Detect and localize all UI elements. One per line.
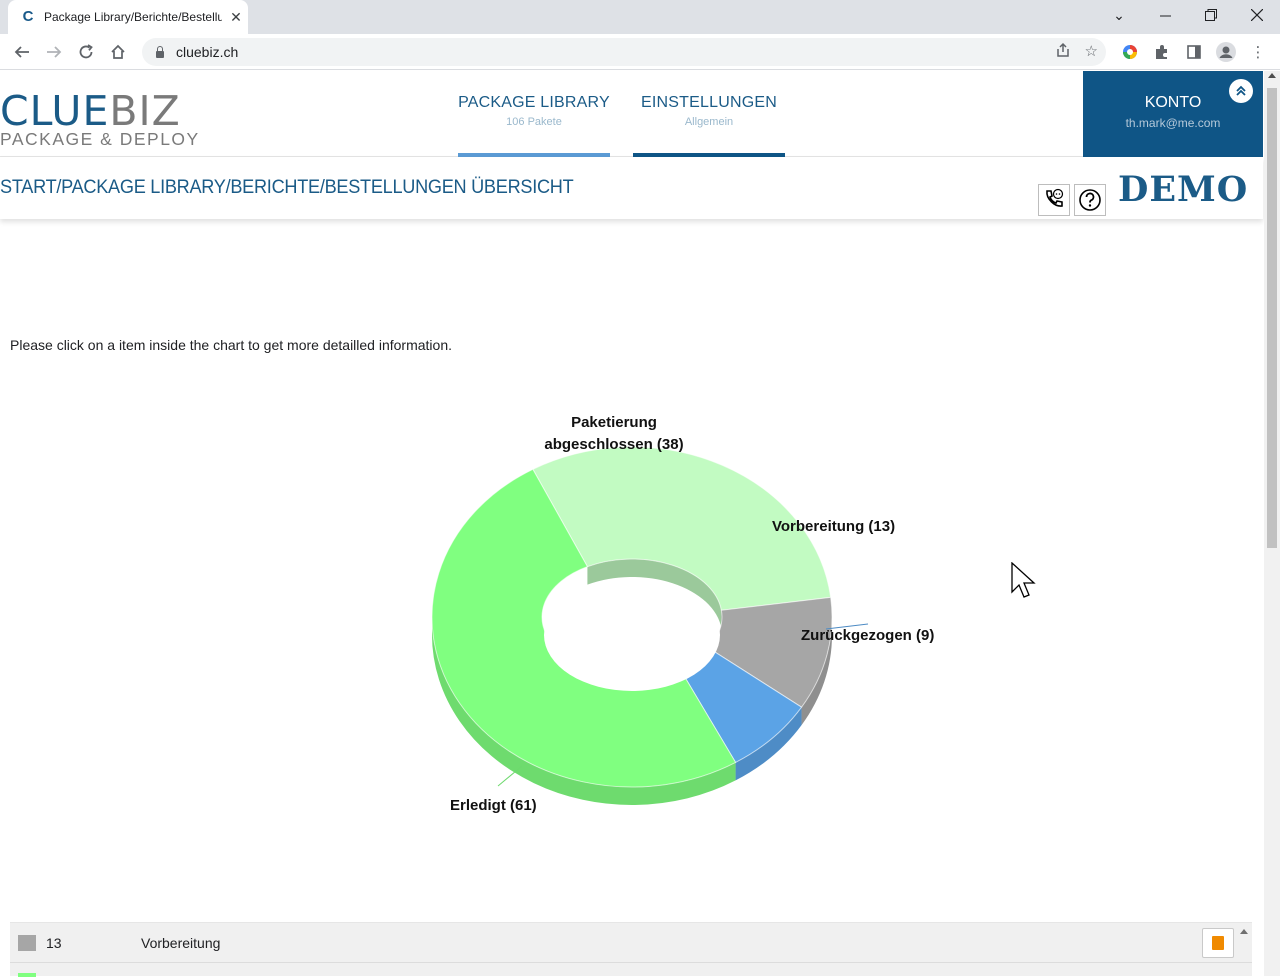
logo-text-clue: CLUE bbox=[0, 87, 110, 135]
nav-einstellungen-label: EINSTELLUNGEN bbox=[641, 94, 777, 111]
page-scrollbar[interactable] bbox=[1264, 71, 1280, 976]
chart-slice-side bbox=[735, 707, 802, 781]
logo-subtitle: PACKAGE & DEPLOY bbox=[0, 129, 200, 149]
help-question-icon[interactable] bbox=[1074, 184, 1106, 216]
address-bar[interactable]: cluebiz.ch ☆ bbox=[142, 38, 1106, 66]
nav-package-library-indicator bbox=[458, 153, 610, 157]
scroll-thumb[interactable] bbox=[1267, 88, 1277, 548]
chart-instruction: Please click on a item inside the chart … bbox=[10, 337, 453, 353]
minimize-icon[interactable] bbox=[1142, 0, 1188, 30]
konto-panel[interactable]: KONTO th.mark@me.com bbox=[1083, 71, 1263, 157]
scroll-up-arrow-icon[interactable] bbox=[1268, 73, 1276, 78]
chart-slice-inner-wall bbox=[587, 559, 722, 629]
phone-support-icon[interactable] bbox=[1038, 184, 1070, 216]
nav-package-library-count: 106 Pakete bbox=[506, 116, 562, 128]
breadcrumb[interactable]: START/PACKAGE LIBRARY/BERICHTE/BESTELLUN… bbox=[0, 176, 574, 198]
tab-close-icon[interactable]: ✕ bbox=[230, 9, 242, 25]
chart-label-connector bbox=[497, 765, 523, 787]
url-text[interactable]: cluebiz.ch bbox=[176, 44, 239, 60]
mouse-cursor-icon bbox=[1011, 562, 1036, 598]
demo-label: DEMO bbox=[1118, 169, 1249, 210]
chart-label-paketierung-abgeschlossen[interactable]: Paketierung abgeschlossen (38) bbox=[544, 414, 683, 453]
restore-icon[interactable] bbox=[1188, 0, 1234, 30]
nav-package-library-label: PACKAGE LIBRARY bbox=[458, 94, 610, 111]
reload-icon[interactable] bbox=[72, 38, 100, 66]
bookmark-star-icon[interactable]: ☆ bbox=[1084, 43, 1098, 60]
profile-avatar-icon[interactable] bbox=[1212, 38, 1240, 66]
site-favicon-icon: C bbox=[22, 8, 34, 25]
logo-text-biz: BIZ bbox=[109, 87, 181, 135]
share-icon[interactable] bbox=[1055, 42, 1071, 62]
legend-row-next[interactable] bbox=[10, 962, 1252, 977]
home-icon[interactable] bbox=[104, 38, 132, 66]
tab-search-icon[interactable]: ⌄ bbox=[1113, 6, 1125, 23]
chart-label-connector bbox=[825, 623, 869, 630]
chart-slice-paketierung-abgeschlossen[interactable] bbox=[532, 446, 832, 611]
chart-slice-side bbox=[432, 617, 736, 805]
list-scroll-up-icon[interactable] bbox=[1240, 929, 1248, 934]
nav-einstellungen-indicator bbox=[633, 153, 785, 157]
cluebiz-logo[interactable]: CLUEBIZ PACKAGE & DEPLOY bbox=[0, 91, 200, 150]
breadcrumb-bar: START/PACKAGE LIBRARY/BERICHTE/BESTELLUN… bbox=[0, 157, 1263, 219]
lock-icon[interactable] bbox=[154, 46, 166, 58]
browser-toolbar: cluebiz.ch ☆ ⋮ bbox=[0, 34, 1280, 70]
collapse-chevron-up-icon[interactable] bbox=[1229, 79, 1253, 103]
color-extension-icon[interactable] bbox=[1116, 38, 1144, 66]
nav-package-library[interactable]: PACKAGE LIBRARY 106 Pakete bbox=[458, 71, 610, 157]
browser-tab-bar: C Package Library/Berichte/Bestellungen … bbox=[0, 0, 1280, 34]
konto-label: KONTO bbox=[1144, 94, 1202, 111]
close-window-icon[interactable] bbox=[1234, 0, 1280, 30]
tab-title: Package Library/Berichte/Bestellungen Üb… bbox=[44, 10, 222, 24]
chart-slice-side bbox=[801, 617, 832, 726]
legend-row-vorbereitung[interactable]: 13 Vorbereitung bbox=[10, 922, 1252, 962]
nav-einstellungen-sub: Allgemein bbox=[684, 116, 734, 128]
chart-label-erledigt[interactable]: Erledigt (61) bbox=[450, 797, 537, 814]
chart-hole bbox=[544, 579, 720, 691]
legend-swatch bbox=[18, 973, 36, 977]
app-header: CLUEBIZ PACKAGE & DEPLOY PACKAGE LIBRARY… bbox=[0, 71, 1263, 157]
legend-checkbox-icon[interactable] bbox=[1202, 928, 1234, 958]
nav-einstellungen[interactable]: EINSTELLUNGEN Allgemein bbox=[633, 71, 785, 157]
chart-label-zur-ckgezogen[interactable]: Zurückgezogen (9) bbox=[801, 627, 934, 644]
legend-swatch bbox=[18, 935, 36, 951]
konto-email: th.mark@me.com bbox=[1125, 116, 1221, 130]
legend-label: Vorbereitung bbox=[141, 935, 221, 951]
extensions-puzzle-icon[interactable] bbox=[1148, 38, 1176, 66]
browser-tab[interactable]: C Package Library/Berichte/Bestellungen … bbox=[8, 0, 248, 34]
side-panel-icon[interactable] bbox=[1180, 38, 1208, 66]
browser-menu-icon[interactable]: ⋮ bbox=[1250, 44, 1266, 61]
chart-label-vorbereitung[interactable]: Vorbereitung (13) bbox=[772, 518, 895, 535]
status-donut-chart[interactable]: Paketierung abgeschlossen (38) Vorbereitun… bbox=[380, 400, 960, 830]
forward-arrow-icon[interactable] bbox=[40, 38, 68, 66]
back-arrow-icon[interactable] bbox=[8, 38, 36, 66]
legend-count: 13 bbox=[46, 935, 62, 951]
